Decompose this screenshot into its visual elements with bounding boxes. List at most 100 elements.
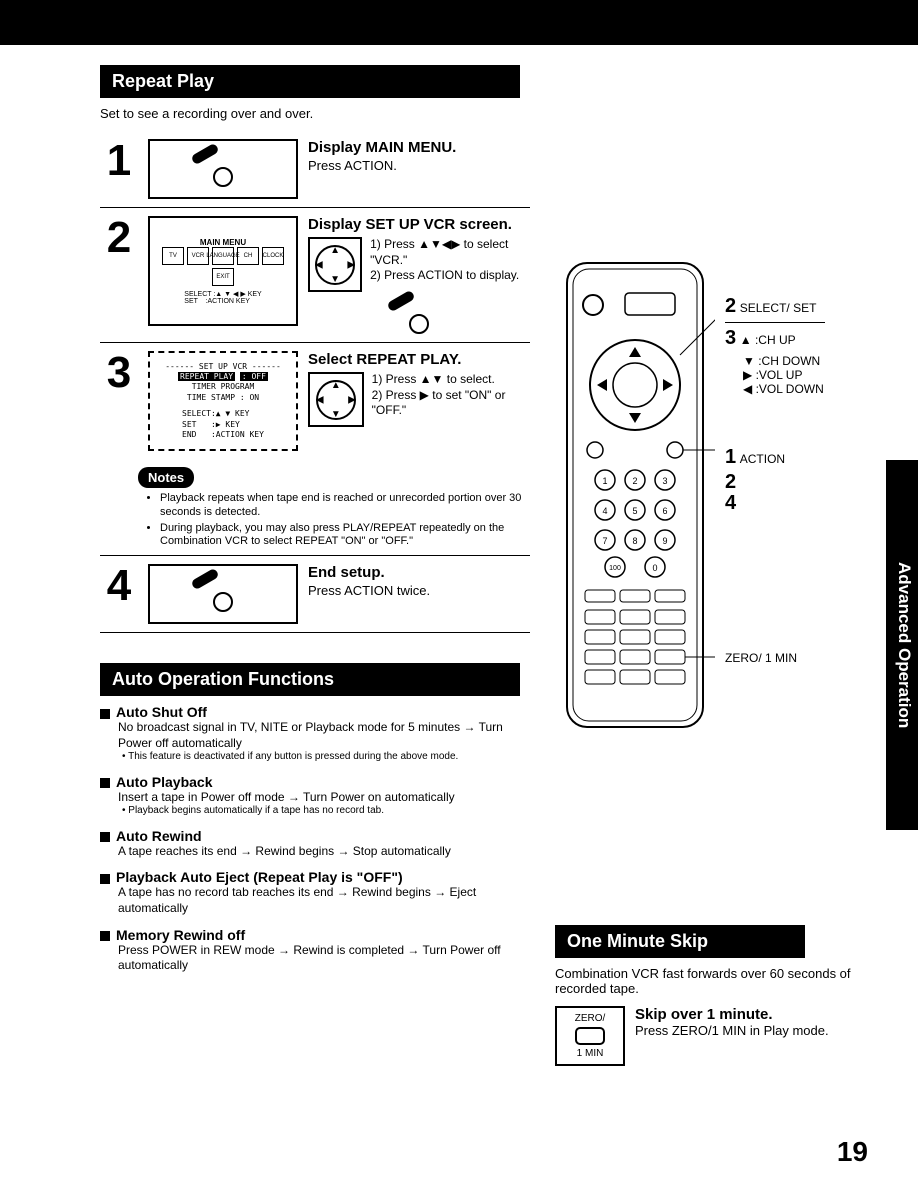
action-button-icon (409, 314, 429, 334)
step-3-text: Select REPEAT PLAY. ▲ ▼ ◀ ▶ 1) Press ▲▼ … (308, 351, 530, 427)
step-2-sub1: 1) Press ▲▼◀▶ to select "VCR." (370, 237, 530, 268)
remote-zero-min: ZERO/ 1 MIN (725, 651, 797, 665)
side-tab-advanced-operation: Advanced Operation (886, 460, 918, 830)
one-min-title: Skip over 1 minute. (635, 1006, 829, 1023)
remote-ch-up: ▲ :CH UP (740, 333, 796, 347)
remote-vol-up: ▶ :VOL UP (743, 368, 825, 382)
tv-icon: TV (162, 247, 184, 265)
up-arrow-icon: ▲ (331, 380, 341, 391)
step-4-illustration (148, 564, 298, 624)
vcr-title: ------ SET UP VCR ------ (165, 362, 281, 372)
bullet-icon (100, 709, 110, 719)
remote-svg: 1 2 3 4 5 6 7 8 9 100 0 (555, 255, 715, 735)
action-button-icon (213, 592, 233, 612)
note-1: Playback repeats when tape end is reache… (160, 492, 528, 520)
step-1-title: Display MAIN MENU. (308, 139, 530, 156)
step-4-row: 4 End setup. Press ACTION twice. (100, 556, 530, 633)
one-min-row: ZERO/ 1 MIN Skip over 1 minute. Press ZE… (555, 1006, 855, 1066)
auto-rewind-title: Auto Rewind (116, 828, 202, 844)
one-min-intro: Combination VCR fast forwards over 60 se… (555, 966, 855, 996)
remote-num-3: 3 (725, 327, 736, 349)
remote-labels: 2 SELECT/ SET 3 ▲ :CH UP ▼ :CH DOWN ▶ :V… (725, 295, 825, 669)
step-3-subrow: ▲ ▼ ◀ ▶ 1) Press ▲▼ to select. 2) Press … (308, 372, 530, 427)
step-3-title: Select REPEAT PLAY. (308, 351, 530, 368)
step-2-footer: SELECT :▲ ▼ ◀ ▶ KEY SET :ACTION KEY (184, 290, 261, 305)
step-2-sub2: 2) Press ACTION to display. (370, 268, 530, 284)
step-2-row: 2 MAIN MENU TV VCR LANGUAGE CH CLOCK EXI… (100, 208, 530, 343)
note-2: During playback, you may also press PLAY… (160, 522, 528, 550)
step-4-body: Press ACTION twice. (308, 583, 530, 598)
one-min-body: Press ZERO/1 MIN in Play mode. (635, 1023, 829, 1038)
svg-text:2: 2 (632, 476, 637, 486)
ch-icon: CH (237, 247, 259, 265)
auto-eject: Playback Auto Eject (Repeat Play is "OFF… (100, 869, 540, 916)
auto-playback: Auto Playback Insert a tape in Power off… (100, 774, 540, 818)
step-2-text: Display SET UP VCR screen. ▲ ▼ ◀ ▶ 1) Pr… (308, 216, 530, 334)
step-3-row: 3 ------ SET UP VCR ------ REPEAT PLAY :… (100, 343, 530, 459)
auto-rewind: Auto Rewind A tape reaches its end → Rew… (100, 828, 540, 860)
menu-icons-row: TV VCR LANGUAGE CH CLOCK EXIT (154, 247, 292, 286)
svg-text:1: 1 (602, 476, 607, 486)
step-1-text: Display MAIN MENU. Press ACTION. (308, 139, 530, 173)
one-min-text: Skip over 1 minute. Press ZERO/1 MIN in … (635, 1006, 829, 1038)
svg-text:6: 6 (662, 506, 667, 516)
remote-num-1: 1 (725, 446, 736, 468)
vcr-repeat-label: REPEAT PLAY (178, 372, 235, 381)
step-1-number: 1 (100, 139, 138, 183)
svg-text:4: 4 (602, 506, 607, 516)
page-content: Repeat Play Set to see a recording over … (0, 45, 918, 974)
right-arrow-icon: ▶ (348, 394, 356, 405)
notes-list: Playback repeats when tape end is reache… (148, 492, 528, 549)
zero-bottom-label: 1 MIN (577, 1048, 604, 1059)
zero-top-label: ZERO/ (575, 1013, 606, 1024)
step-3-sub2: 2) Press ▶ to set "ON" or "OFF." (372, 388, 530, 419)
auto-shutoff-title: Auto Shut Off (116, 704, 207, 720)
main-menu-title: MAIN MENU (200, 238, 246, 247)
svg-text:8: 8 (632, 536, 637, 546)
bullet-icon (100, 778, 110, 788)
auto-playback-note: Playback begins automatically if a tape … (122, 805, 540, 818)
action-line-icon (190, 568, 219, 591)
remote-dot-4: 4 (725, 492, 736, 514)
remote-dot-2: 2 (725, 471, 736, 493)
left-column: Repeat Play Set to see a recording over … (100, 65, 540, 974)
bullet-icon (100, 931, 110, 941)
step-2-dpad: ▲ ▼ ◀ ▶ (308, 237, 362, 292)
top-black-bar (0, 0, 918, 45)
remote-vol-down: ◀ :VOL DOWN (743, 382, 825, 396)
left-arrow-icon: ◀ (316, 394, 324, 405)
step-4-number: 4 (100, 564, 138, 608)
step-2-subrow: ▲ ▼ ◀ ▶ 1) Press ▲▼◀▶ to select "VCR." 2… (308, 237, 530, 292)
down-arrow-icon: ▼ (330, 274, 340, 285)
zero-button-illustration: ZERO/ 1 MIN (555, 1006, 625, 1066)
step-1-illustration (148, 139, 298, 199)
auto-eject-body: A tape has no record tab reaches its end… (118, 885, 540, 916)
remote-ch-down: ▼ :CH DOWN (743, 354, 825, 368)
step-2-number: 2 (100, 216, 138, 260)
zero-button-shape (575, 1027, 605, 1045)
auto-shutoff-body: No broadcast signal in TV, NITE or Playb… (118, 720, 540, 751)
remote-diagram: 1 2 3 4 5 6 7 8 9 100 0 (555, 255, 885, 738)
action-button-icon (213, 167, 233, 187)
remote-label-1: 1 ACTION (725, 446, 825, 469)
vcr-footer: SELECT:▲ ▼ KEY SET :▶ KEY END :ACTION KE… (182, 409, 264, 440)
action-line-icon (386, 290, 415, 313)
remote-label-2: 2 SELECT/ SET (725, 295, 825, 318)
step-2-menu-screen: MAIN MENU TV VCR LANGUAGE CH CLOCK EXIT … (148, 216, 298, 326)
left-arrow-icon: ◀ (315, 259, 323, 270)
remote-label-select: SELECT/ SET (740, 301, 817, 315)
svg-text:9: 9 (662, 536, 667, 546)
auto-shutoff: Auto Shut Off No broadcast signal in TV,… (100, 704, 540, 764)
right-arrow-icon: ▶ (347, 259, 355, 270)
auto-op-heading: Auto Operation Functions (100, 663, 520, 696)
svg-text:3: 3 (662, 476, 667, 486)
repeat-play-heading: Repeat Play (100, 65, 520, 98)
language-icon: LANGUAGE (212, 247, 234, 265)
svg-text:0: 0 (652, 563, 657, 573)
memory-rewind: Memory Rewind off Press POWER in REW mod… (100, 927, 540, 974)
down-arrow-icon: ▼ (331, 409, 341, 420)
one-min-heading: One Minute Skip (555, 925, 805, 958)
step-4-title: End setup. (308, 564, 530, 581)
remote-label-3: 3 ▲ :CH UP (725, 327, 825, 350)
clock-icon: CLOCK (262, 247, 284, 265)
